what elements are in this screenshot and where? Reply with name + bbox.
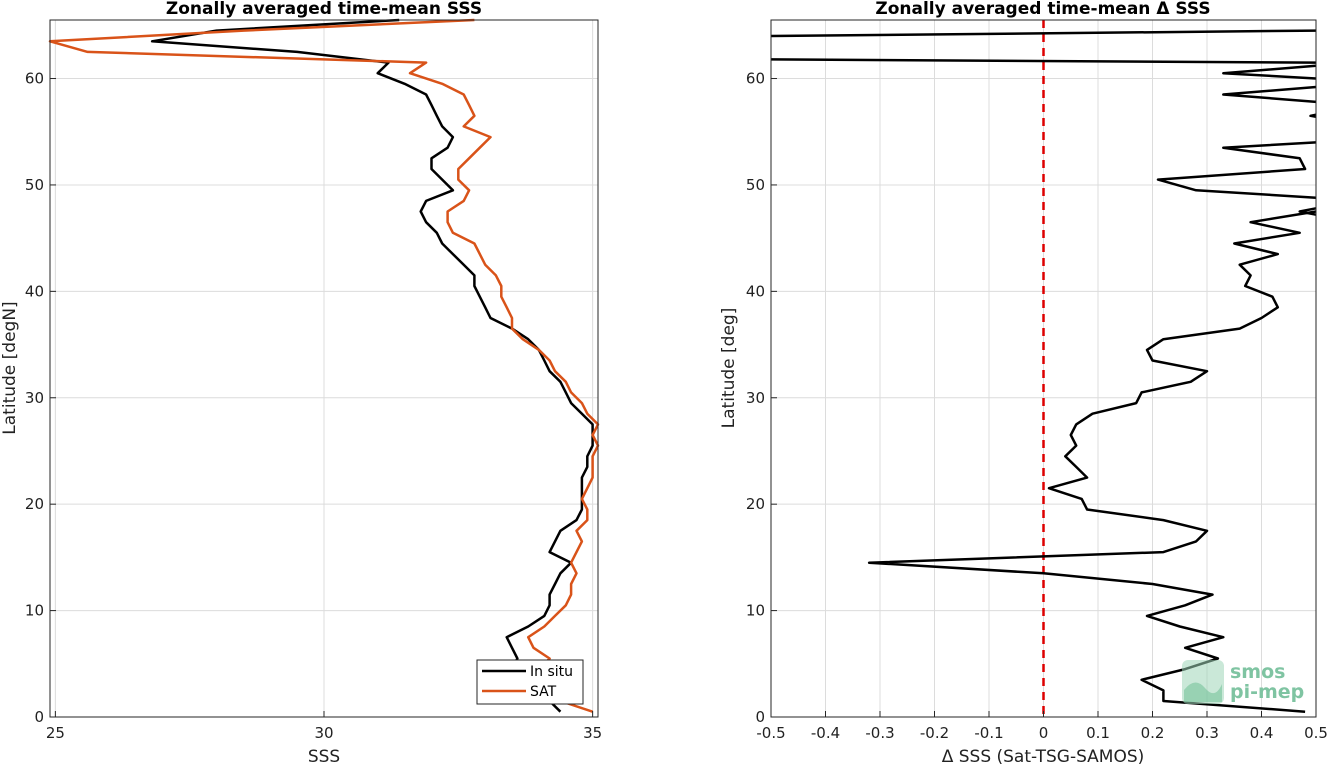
series-line-delta-sss (1222, 85, 1317, 104)
x-tick-label: 0.1 (1086, 724, 1110, 742)
y-tick-label: 0 (755, 708, 765, 726)
right-panel-delta-sss-profile: -0.5 -0.4 -0.3 -0.2 -0.1 0 0.1 0.2 0.3 0.4 0.5 0 10 2… (719, 0, 1327, 765)
y-tick-label: 20 (25, 495, 44, 513)
x-tick-label: 35 (583, 724, 602, 742)
series-line-sat (48, 18, 600, 713)
x-tick-label: 0.2 (1141, 724, 1165, 742)
legend-label-in-situ: In situ (530, 664, 573, 680)
series-line-delta-sss (770, 29, 1317, 38)
series-line-delta-sss (1222, 64, 1317, 80)
y-tick-label: 10 (25, 602, 44, 620)
watermark-emblem-wave (1184, 682, 1222, 702)
x-tick-label: -0.2 (920, 724, 949, 742)
x-tick-label: -0.3 (865, 724, 894, 742)
left-panel-sss-profile: 25 30 35 0 10 20 30 40 50 60 Zonally averaged tim… (0, 0, 602, 765)
x-tick-label: -0.5 (756, 724, 785, 742)
y-tick-label: 20 (746, 495, 765, 513)
series-line-delta-sss (1309, 113, 1317, 119)
legend: In situ SAT (476, 659, 584, 705)
x-tick-label: 30 (314, 724, 333, 742)
right-series-lines (770, 29, 1317, 713)
y-tick-label: 50 (25, 176, 44, 194)
left-series-lines (48, 18, 600, 713)
right-tick-labels: -0.5 -0.4 -0.3 -0.2 -0.1 0 0.1 0.2 0.3 0.4 0.5 0 10 2… (746, 70, 1327, 742)
x-tick-label: -0.1 (974, 724, 1003, 742)
series-line-delta-sss (867, 210, 1317, 713)
smos-pi-mep-watermark: smos pi-mep (1182, 660, 1304, 704)
x-tick-label: 0 (1039, 724, 1049, 742)
left-tick-labels: 25 30 35 0 10 20 30 40 50 60 (25, 70, 602, 742)
x-tick-label: 0.3 (1195, 724, 1219, 742)
series-line-delta-sss (1298, 207, 1317, 216)
left-chart-title: Zonally averaged time-mean SSS (166, 0, 482, 19)
y-tick-label: 10 (746, 602, 765, 620)
y-tick-label: 0 (34, 708, 44, 726)
right-y-axis-label: Latitude [deg] (719, 308, 739, 429)
watermark-line1: smos (1230, 661, 1285, 683)
y-tick-label: 40 (746, 282, 765, 300)
series-line-delta-sss (1156, 141, 1317, 199)
series-line-delta-sss (770, 58, 1317, 64)
y-tick-label: 40 (25, 282, 44, 300)
legend-label-sat: SAT (530, 684, 557, 700)
left-x-axis-label: SSS (308, 747, 340, 765)
y-tick-label: 60 (25, 70, 44, 88)
watermark-line2: pi-mep (1230, 681, 1304, 703)
x-tick-label: -0.4 (811, 724, 840, 742)
x-tick-label: 25 (46, 724, 65, 742)
series-line-in-situ (150, 18, 594, 713)
right-x-axis-label: Δ SSS (Sat-TSG-SAMOS) (942, 747, 1145, 765)
y-tick-label: 60 (746, 70, 765, 88)
x-tick-label: 0.5 (1304, 724, 1327, 742)
left-y-axis-label: Latitude [degN] (0, 301, 20, 434)
right-chart-title: Zonally averaged time-mean Δ SSS (875, 0, 1210, 19)
y-tick-label: 50 (746, 176, 765, 194)
legend-box (476, 659, 584, 705)
x-tick-label: 0.4 (1250, 724, 1274, 742)
y-tick-label: 30 (25, 389, 44, 407)
y-tick-label: 30 (746, 389, 765, 407)
left-grid (50, 20, 598, 718)
